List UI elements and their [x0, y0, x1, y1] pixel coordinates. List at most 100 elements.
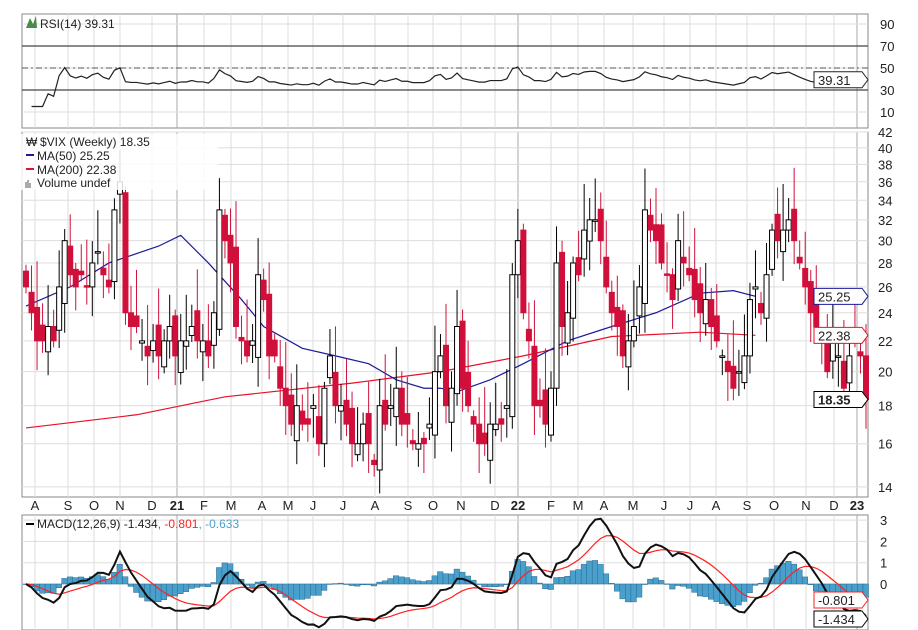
macd-histogram-bar	[685, 583, 692, 589]
x-tick-label: S	[743, 498, 752, 513]
candle-up	[454, 326, 461, 395]
macd-histogram-bar	[437, 571, 444, 585]
macd-legend-swatch	[26, 523, 34, 525]
candle-down	[724, 360, 731, 373]
candle-down	[420, 437, 427, 445]
macd-label: MACD(12,26,9) -1.434, -0.801, -0.633	[37, 517, 239, 531]
macd-histogram-bar	[486, 583, 493, 588]
price-tick: 20	[878, 365, 892, 380]
candle-down	[105, 279, 112, 288]
macd-histogram-bar	[641, 583, 648, 585]
candle-down	[796, 256, 803, 264]
rsi-tick: 70	[880, 39, 894, 54]
macd-tick: 0	[880, 577, 887, 592]
macd-histogram-bar	[669, 583, 676, 590]
macd-histogram-bar	[520, 561, 527, 585]
candle-down	[614, 306, 621, 328]
volume-label: Volume undef	[37, 176, 111, 190]
candle-down	[315, 416, 322, 445]
candle-down	[382, 399, 389, 425]
candle-up	[188, 326, 195, 337]
candle-down	[559, 251, 566, 328]
price-tick: 22	[878, 334, 892, 349]
candle-down	[774, 213, 781, 242]
macd-histogram-bar	[708, 583, 715, 600]
macd-histogram-bar	[591, 560, 598, 585]
macd-histogram-bar	[55, 583, 62, 588]
macd-histogram-bar	[404, 577, 411, 585]
macd-histogram-bar	[205, 583, 212, 587]
x-tick-label: F	[200, 498, 208, 513]
candle-up	[321, 387, 328, 445]
macd-histogram-bar	[415, 580, 422, 585]
candle-down	[647, 214, 654, 231]
macd-histogram-bar	[558, 577, 565, 585]
candle-down	[409, 440, 416, 445]
price-tick: 28	[878, 256, 892, 271]
candle-up	[829, 340, 836, 362]
x-tick-label: O	[769, 498, 779, 513]
candle-down	[669, 274, 676, 301]
volume-icon	[25, 180, 31, 188]
candle-down	[802, 267, 809, 288]
ma200-legend-swatch	[26, 168, 34, 170]
x-tick-label: J	[661, 498, 668, 513]
candle-down	[260, 279, 267, 301]
candle-down	[730, 365, 737, 389]
candle-up	[625, 340, 632, 368]
candle-up	[255, 274, 262, 358]
macd-histogram-bar	[105, 579, 112, 585]
price-tick: 38	[878, 157, 892, 172]
candle-down	[481, 432, 488, 445]
macd-signal-last-box	[813, 591, 869, 609]
macd-histogram-bar	[801, 576, 808, 585]
macd-histogram-bar	[752, 583, 759, 586]
macd-tick: 3	[880, 513, 887, 528]
macd-histogram-bar	[210, 582, 217, 585]
ma200-last-box	[813, 326, 869, 344]
rsi-tick: 50	[880, 61, 894, 76]
candle-up	[846, 355, 853, 384]
candle-down	[371, 459, 378, 466]
macd-histogram-bar	[569, 570, 576, 585]
candle-up	[45, 326, 52, 353]
macd-histogram-bar	[542, 583, 549, 590]
candle-down	[233, 246, 239, 328]
macd-histogram-bar	[376, 581, 383, 585]
candle-up	[741, 355, 748, 384]
price-tick: 42	[878, 125, 892, 140]
candle-up	[354, 443, 361, 456]
macd-histogram-bar	[343, 583, 350, 585]
candle-up	[293, 405, 300, 442]
macd-histogram-bar	[304, 583, 311, 599]
x-tick-label: M	[283, 498, 294, 513]
candle-up	[94, 251, 101, 254]
candle-up	[592, 219, 599, 222]
candle-down	[708, 299, 715, 328]
x-tick-label: O	[428, 498, 438, 513]
x-tick-label: D	[829, 498, 838, 513]
macd-histogram-bar	[387, 578, 394, 585]
candle-down	[67, 245, 74, 276]
candle-up	[719, 355, 726, 358]
candle-up	[56, 286, 63, 331]
macd-histogram-bar	[553, 577, 560, 585]
price-tick: 18	[878, 399, 892, 414]
candle-up	[150, 340, 157, 352]
x-tick-label: J	[687, 498, 694, 513]
candle-down	[83, 285, 90, 288]
macd-histogram-bar	[381, 580, 388, 585]
x-tick-label: A	[258, 498, 267, 513]
macd-histogram-bar	[127, 583, 134, 587]
candle-up	[216, 209, 223, 330]
candle-up	[426, 423, 433, 429]
macd-tick: 2	[880, 534, 887, 549]
macd-histogram-bar	[652, 577, 659, 585]
macd-histogram-bar	[619, 583, 626, 600]
candle-down	[304, 418, 311, 425]
candle-down	[713, 315, 720, 342]
macd-histogram-bar	[785, 561, 792, 585]
candle-up	[746, 299, 753, 357]
candle-down	[520, 229, 527, 314]
